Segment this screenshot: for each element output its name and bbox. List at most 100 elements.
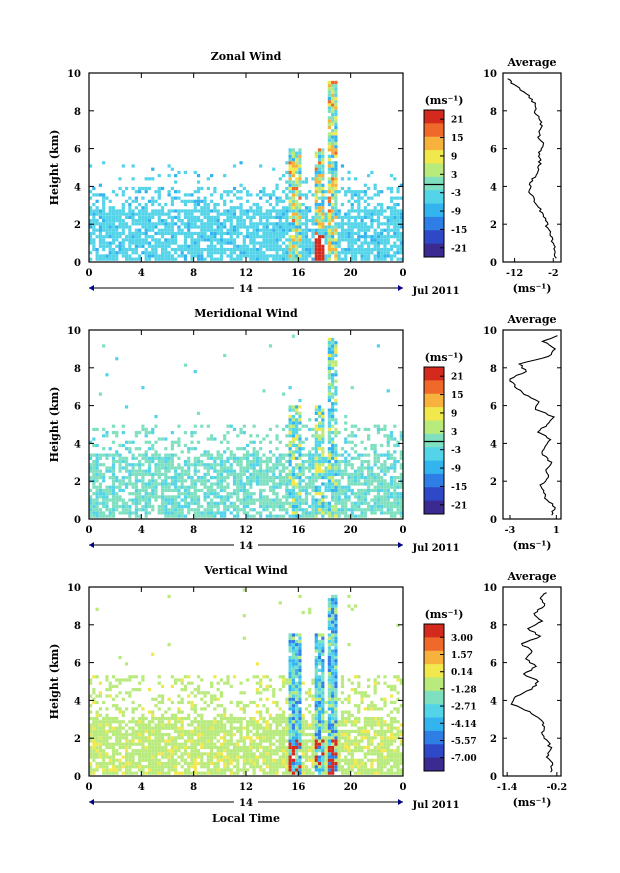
- x-tick-label: 20: [344, 782, 358, 793]
- colorbar-frame: [423, 109, 445, 258]
- colorbar-segment: [424, 397, 444, 401]
- y-tick-label: 2: [74, 477, 81, 488]
- colorbar-segment: [424, 664, 444, 668]
- colorbar-tick-label: 9: [451, 409, 457, 419]
- profile-title: Average: [506, 56, 556, 69]
- profile-x-tick-label: -0.2: [547, 782, 567, 793]
- x-tick-label: 4: [138, 782, 145, 793]
- colorbar-segment: [424, 717, 444, 722]
- x-tick-label: 20: [344, 525, 358, 536]
- colorbar-unit: (ms⁻¹): [425, 94, 464, 107]
- date-label: Jul 2011: [411, 543, 459, 554]
- colorbar-segment: [424, 176, 444, 181]
- colorbar-segment: [424, 136, 444, 141]
- colorbar-segment: [424, 413, 444, 418]
- colorbar-tick-label: -9: [451, 208, 461, 218]
- colorbar-segment: [424, 403, 444, 408]
- colorbar-segment: [424, 143, 444, 148]
- colorbar-tick-label: 1.57: [451, 651, 473, 661]
- colorbar-segment: [424, 684, 444, 688]
- colorbar-tick-label: -21: [451, 501, 467, 511]
- day-bar-arrow-left: [89, 799, 94, 805]
- profile-line: [507, 78, 557, 259]
- colorbar-tick-label: -15: [451, 483, 467, 493]
- colorbar-segment: [424, 510, 444, 515]
- colorbar-tick-label: -21: [451, 244, 467, 254]
- x-tick-label: 4: [138, 268, 145, 279]
- colorbar-tick-label: -15: [451, 226, 467, 236]
- profile-x-tick-label: -3: [505, 525, 516, 536]
- colorbar-segment: [424, 687, 444, 692]
- profile-title: Average: [506, 570, 556, 583]
- colorbar-segment: [424, 637, 444, 642]
- colorbar-tick-label: -1.28: [451, 685, 477, 695]
- profile-x-tick-label: -1.4: [497, 782, 518, 793]
- colorbar-segment: [424, 710, 444, 715]
- colorbar-segment: [424, 690, 444, 695]
- profile-y-tick-label: 8: [490, 364, 497, 375]
- colorbar-segment: [424, 764, 444, 769]
- colorbar-segment: [424, 627, 444, 632]
- colorbar-segment: [424, 156, 444, 161]
- date-label: Jul 2011: [411, 800, 459, 811]
- y-tick-label: 0: [74, 772, 81, 783]
- colorbar-segment: [424, 146, 444, 151]
- colorbar-segment: [424, 657, 444, 662]
- heatmap-cells: [89, 588, 403, 775]
- colorbar-segment: [424, 457, 444, 462]
- profile-y-tick-label: 4: [490, 696, 497, 707]
- colorbar-segment: [424, 420, 444, 425]
- profile-y-tick-label: 4: [490, 439, 497, 450]
- profile-x-label: (ms⁻¹): [513, 539, 552, 552]
- colorbar-segment: [424, 497, 444, 502]
- colorbar-segment: [424, 650, 444, 655]
- colorbar-segment: [424, 453, 444, 458]
- colorbar-segment: [424, 163, 444, 168]
- colorbar-segment: [424, 400, 444, 405]
- colorbar-segment: [424, 730, 444, 735]
- colorbar-tick-label: -7.00: [451, 754, 477, 764]
- y-tick-label: 6: [74, 145, 81, 156]
- profile-y-tick-label: 2: [490, 477, 497, 488]
- x-tick-label: 12: [239, 525, 253, 536]
- colorbar-tick-label: 0.14: [451, 668, 473, 678]
- profile-y-tick-label: 2: [490, 220, 497, 231]
- colorbar-segment: [424, 367, 444, 371]
- y-tick-label: 2: [74, 220, 81, 231]
- x-tick-label: 16: [291, 525, 305, 536]
- colorbar-segment: [424, 433, 444, 438]
- colorbar-segment: [424, 377, 444, 381]
- colorbar-segment: [424, 390, 444, 395]
- colorbar-segment: [424, 714, 444, 719]
- colorbar-segment: [424, 440, 444, 445]
- colorbar-segment: [424, 393, 444, 398]
- colorbar-segment: [424, 734, 444, 739]
- colorbar-segment: [424, 677, 444, 682]
- profile-y-tick-label: 4: [490, 182, 497, 193]
- y-tick-label: 8: [74, 621, 81, 632]
- colorbar-segment: [424, 206, 444, 211]
- day-bar-arrow-left: [89, 285, 94, 291]
- profile-y-tick-label: 6: [490, 402, 497, 413]
- profile-frame: [502, 72, 562, 263]
- colorbar-segment: [424, 660, 444, 665]
- colorbar-tick-label: -3: [451, 446, 461, 456]
- colorbar-segment: [424, 233, 444, 238]
- colorbar-segment: [424, 417, 444, 421]
- colorbar-segment: [424, 447, 444, 452]
- colorbar-segment: [424, 720, 444, 725]
- colorbar-segment: [424, 193, 444, 198]
- panel-title: Zonal Wind: [211, 50, 282, 63]
- colorbar-segment: [424, 226, 444, 231]
- colorbar-segment: [424, 694, 444, 698]
- x-tick-label: 8: [190, 782, 197, 793]
- profile-x-tick-label: 1: [553, 525, 560, 536]
- x-tick-label: 12: [239, 782, 253, 793]
- day-label: 14: [239, 798, 253, 809]
- colorbar-segment: [424, 210, 444, 215]
- y-tick-label: 6: [74, 659, 81, 670]
- colorbar-segment: [424, 467, 444, 472]
- x-tick-label: 0: [86, 782, 93, 793]
- colorbar-segment: [424, 704, 444, 709]
